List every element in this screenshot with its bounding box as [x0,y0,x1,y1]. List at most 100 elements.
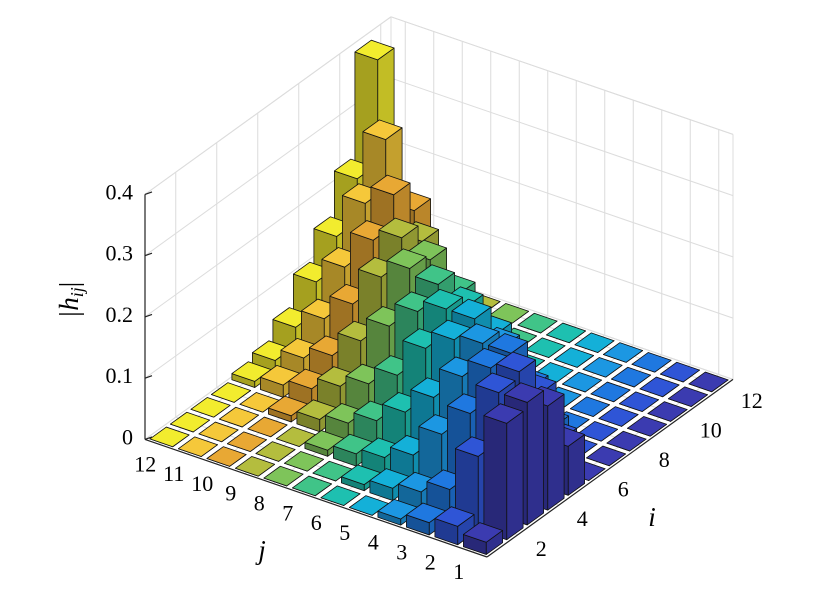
y-tick-label: 2 [425,549,436,574]
y-tick-label: 7 [282,500,293,525]
bar [647,401,688,422]
bar [627,416,667,437]
bar [546,322,586,344]
bar-face-top [586,445,626,467]
x-axis-label: i [648,502,656,532]
bar-face-top [169,411,211,433]
bar [263,465,304,487]
bar [574,332,615,353]
bar-face-top [247,416,288,438]
bar-face-top [283,451,325,472]
bar-face-top [362,119,403,140]
bar-face-top [503,382,544,403]
bar [169,411,211,433]
x-tick-label: 12 [741,388,763,413]
bar-face-front [547,393,565,511]
y-tick-label: 10 [191,471,213,496]
bar [226,431,268,452]
bar [291,475,333,497]
x-axis [486,378,734,558]
y-axis-label: j [255,535,266,565]
bar-face-top [462,522,504,543]
z-tick-label: 0.1 [106,363,134,388]
bar-face-top [218,406,260,428]
bar-face-top [386,248,427,269]
bar-face-top [190,397,231,418]
bar [320,485,361,506]
bar-face-top [639,376,680,398]
bar [190,397,231,418]
bar-face-top [149,426,190,448]
bar [688,371,729,393]
bar-face-top [660,361,700,383]
z-tick [144,436,153,440]
bar [483,403,524,541]
bar [525,337,566,358]
z-label-sub: ij [67,287,87,297]
grid-line [144,77,392,257]
bar-face-top [487,333,528,354]
bar [619,391,659,412]
bar-face-top [495,351,536,373]
bar [255,441,296,462]
bar [586,445,626,467]
bar [283,451,325,472]
bar-face-top [414,264,456,285]
bar-face-top [598,406,639,427]
bar [198,421,239,443]
bar-face-front [526,390,544,526]
bar-face-top [688,371,729,393]
grid-line [390,200,734,319]
bar-face-top [206,446,247,467]
bars [149,39,729,555]
bar-face-top [234,456,276,477]
z-tick [144,252,153,257]
grid-line [390,77,734,197]
bar [177,436,219,457]
bar-face-top [483,403,524,424]
z-tick [144,191,153,195]
z-tick [144,375,153,379]
bar-face-top [354,39,395,61]
bar-face-top [554,347,594,368]
bar [210,382,252,403]
bar-face-top [378,217,419,239]
y-tick-label: 6 [311,510,322,535]
x-tick-label: 10 [700,417,722,442]
z-label-main: |h [54,297,84,318]
z-tick-label: 0.3 [106,241,134,266]
bar-face-front [506,411,524,541]
bar-face-top [546,322,586,344]
bar-face-top [422,288,464,310]
x-tick-label: 2 [536,536,547,561]
bar-face-top [631,352,672,373]
bar-face-top [570,396,610,417]
bar [603,342,643,363]
bar [517,312,558,334]
bar [578,421,618,442]
bar [434,506,475,546]
y-axis [144,438,488,558]
bar-face-top [459,323,500,344]
bar-face-top [451,298,492,320]
bar-face-top [255,441,296,462]
y-tick-label: 4 [368,530,379,555]
z-axis-label: |hij| [54,282,87,318]
grid-line [144,16,392,195]
bar-face-top [647,401,688,422]
bar-face-top [263,465,304,487]
bar-face-top [611,366,651,388]
bar-face-top [525,337,566,358]
bar [234,456,276,477]
z-tick [144,313,153,318]
bar [639,376,680,398]
bar-face-top [291,475,333,497]
bar-face-top [619,391,659,412]
bar-face-top [590,381,631,403]
bar-face-top [578,421,618,442]
bar-face-top [582,357,623,378]
y-tick-label: 1 [453,559,464,584]
grid-line [390,138,734,258]
x-tick-label: 6 [618,477,629,502]
